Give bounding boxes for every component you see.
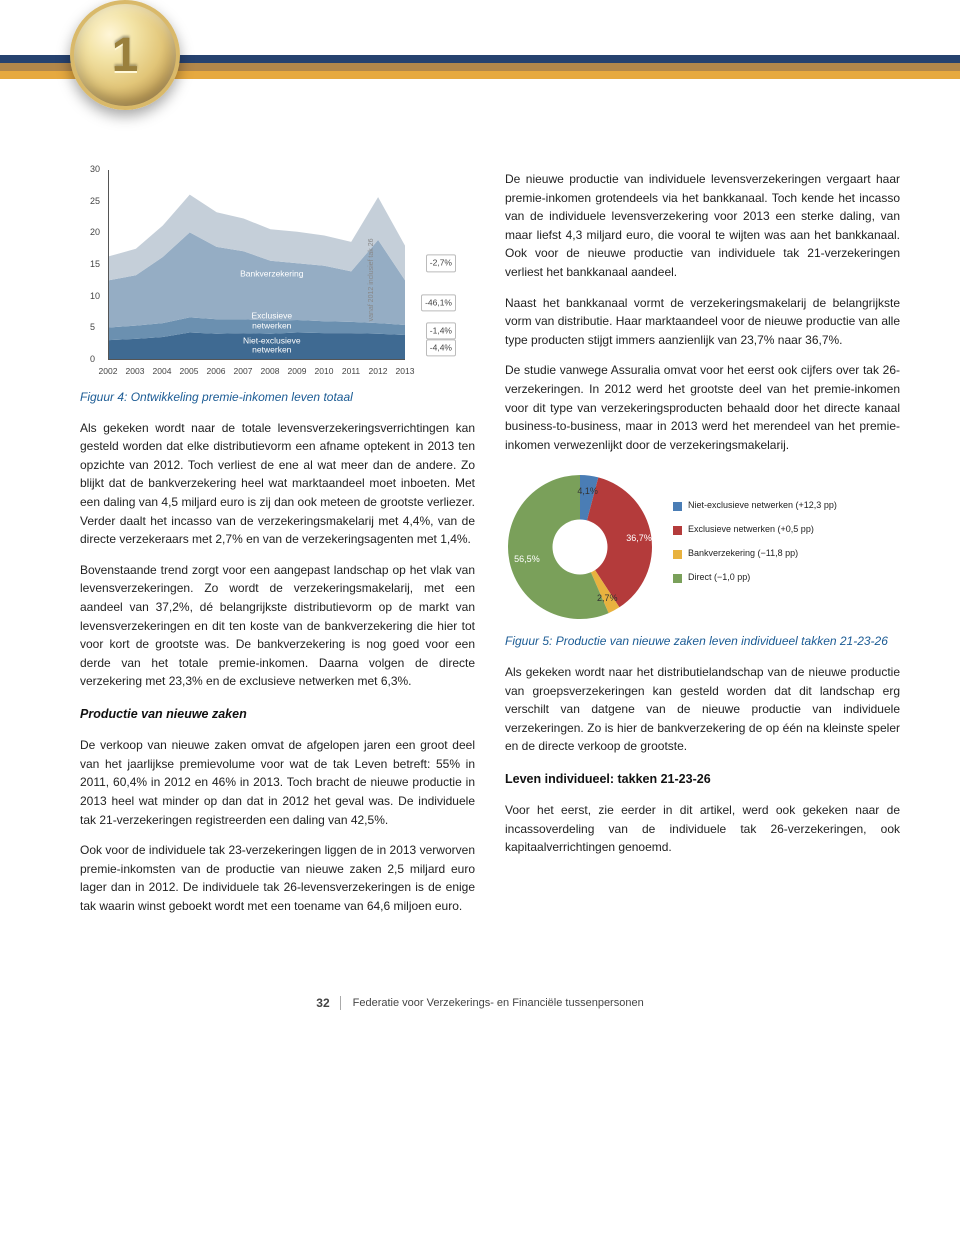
fig4-end-label: -4,4% [426, 339, 456, 356]
fig5-caption: Figuur 5: Productie van nieuwe zaken lev… [505, 632, 900, 651]
body-paragraph: Als gekeken wordt naar de totale levensv… [80, 419, 475, 549]
fig4-xtick: 2009 [288, 365, 307, 378]
fig5-legend-item: Exclusieve netwerken (+0,5 pp) [673, 523, 837, 537]
fig4-series-label: Direct [267, 207, 289, 216]
fig4-xtick: 2011 [342, 365, 360, 378]
page-footer: 32 Federatie voor Verzekerings- en Finan… [0, 996, 960, 1010]
fig4-xtick: 2012 [369, 365, 388, 378]
fig4-area-chart: Niet-exclusievenetwerken Exclusievenetwer… [80, 170, 460, 380]
body-paragraph: Voor het eerst, zie eerder in dit artike… [505, 801, 900, 857]
fig4-ytick: 0 [90, 353, 95, 367]
left-column: Niet-exclusievenetwerken Exclusievenetwer… [80, 170, 475, 928]
fig4-xtick: 2004 [153, 365, 172, 378]
left-subhead: Productie van nieuwe zaken [80, 705, 475, 724]
fig4-vertical-note: vanaf 2012 inclusief tak 26 [367, 208, 378, 321]
fig4-end-label: -1,4% [426, 322, 456, 339]
fig5-legend-item: Bankverzekering (−11,8 pp) [673, 547, 837, 561]
fig4-xtick: 2005 [180, 365, 199, 378]
fig4-ytick: 15 [90, 258, 100, 272]
fig4-xtick: 2013 [396, 365, 415, 378]
medal-icon: 1 [70, 0, 180, 110]
fig5-slice-label: 36,7% [626, 532, 652, 546]
fig4-xtick: 2003 [126, 365, 145, 378]
fig4-ytick: 30 [90, 163, 100, 177]
fig5-legend: Niet-exclusieve netwerken (+12,3 pp) Excl… [673, 499, 837, 595]
fig4-series-label: Bankverzekering [240, 269, 303, 278]
body-paragraph: Naast het bankkanaal vormt de verzekerin… [505, 294, 900, 350]
fig5-legend-item: Niet-exclusieve netwerken (+12,3 pp) [673, 499, 837, 513]
right-column: De nieuwe productie van individuele leve… [505, 170, 900, 928]
fig5-donut-chart: 4,1% 36,7% 2,7% 56,5% Niet-exclusieve netwe… [505, 472, 900, 622]
header-band: 1 [0, 0, 960, 150]
fig4-xtick: 2006 [207, 365, 226, 378]
page-number: 32 [316, 996, 340, 1010]
fig4-ytick: 10 [90, 290, 100, 304]
fig5-slice-label: 2,7% [597, 592, 618, 606]
fig5-slice-label: 4,1% [577, 485, 598, 499]
medal-digit: 1 [112, 28, 139, 83]
footer-text: Federatie voor Verzekerings- en Financië… [353, 997, 644, 1009]
fig4-xtick: 2007 [234, 365, 253, 378]
fig4-ytick: 5 [90, 321, 95, 335]
fig4-end-label: -46,1% [421, 295, 456, 312]
fig4-xtick: 2008 [261, 365, 280, 378]
fig4-xtick: 2002 [99, 365, 118, 378]
body-paragraph: De verkoop van nieuwe zaken omvat de afg… [80, 736, 475, 829]
fig4-xtick: 2010 [315, 365, 334, 378]
fig4-series-label: Niet-exclusievenetwerken [243, 336, 301, 355]
body-paragraph: Ook voor de individuele tak 23-verzekeri… [80, 841, 475, 915]
right-subhead: Leven individueel: takken 21-23-26 [505, 770, 900, 789]
body-paragraph: De nieuwe productie van individuele leve… [505, 170, 900, 282]
fig4-ytick: 25 [90, 195, 100, 209]
body-paragraph: De studie vanwege Assuralia omvat voor h… [505, 361, 900, 454]
body-paragraph: Bovenstaande trend zorgt voor een aangep… [80, 561, 475, 691]
fig4-end-label: -2,7% [426, 255, 456, 272]
body-paragraph: Als gekeken wordt naar het distributiela… [505, 663, 900, 756]
fig4-series-label: Exclusievenetwerken [251, 312, 292, 331]
fig5-legend-item: Direct (−1,0 pp) [673, 571, 837, 585]
fig4-caption: Figuur 4: Ontwikkeling premie-inkomen le… [80, 388, 475, 407]
fig4-ytick: 20 [90, 226, 100, 240]
fig5-slice-label: 56,5% [514, 553, 540, 567]
